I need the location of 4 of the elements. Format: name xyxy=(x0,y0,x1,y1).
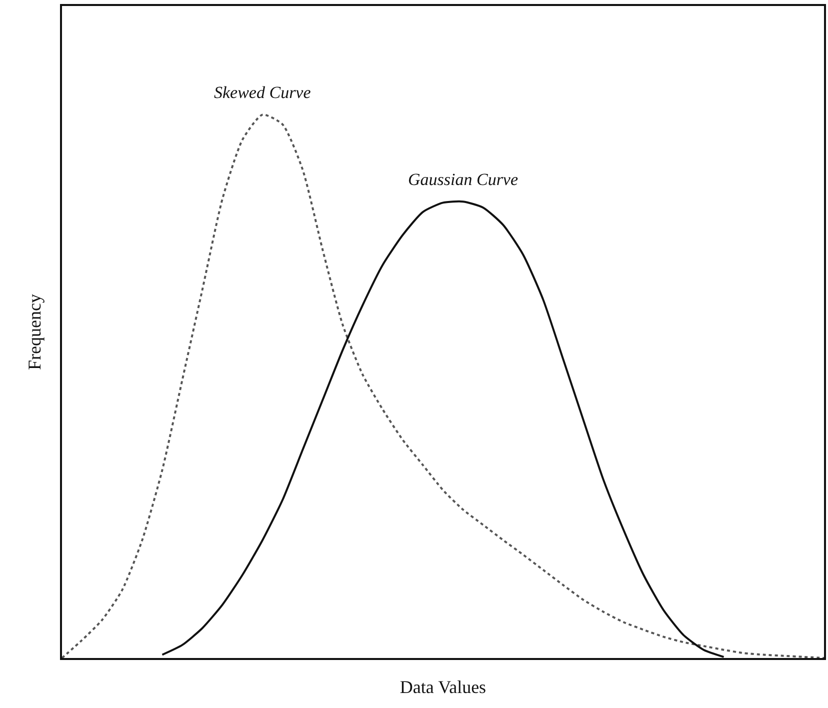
series-label: Skewed Curve xyxy=(214,83,312,102)
y-axis-title: Frequency xyxy=(24,294,45,370)
x-axis-title: Data Values xyxy=(400,677,486,697)
series-label: Gaussian Curve xyxy=(408,170,518,189)
